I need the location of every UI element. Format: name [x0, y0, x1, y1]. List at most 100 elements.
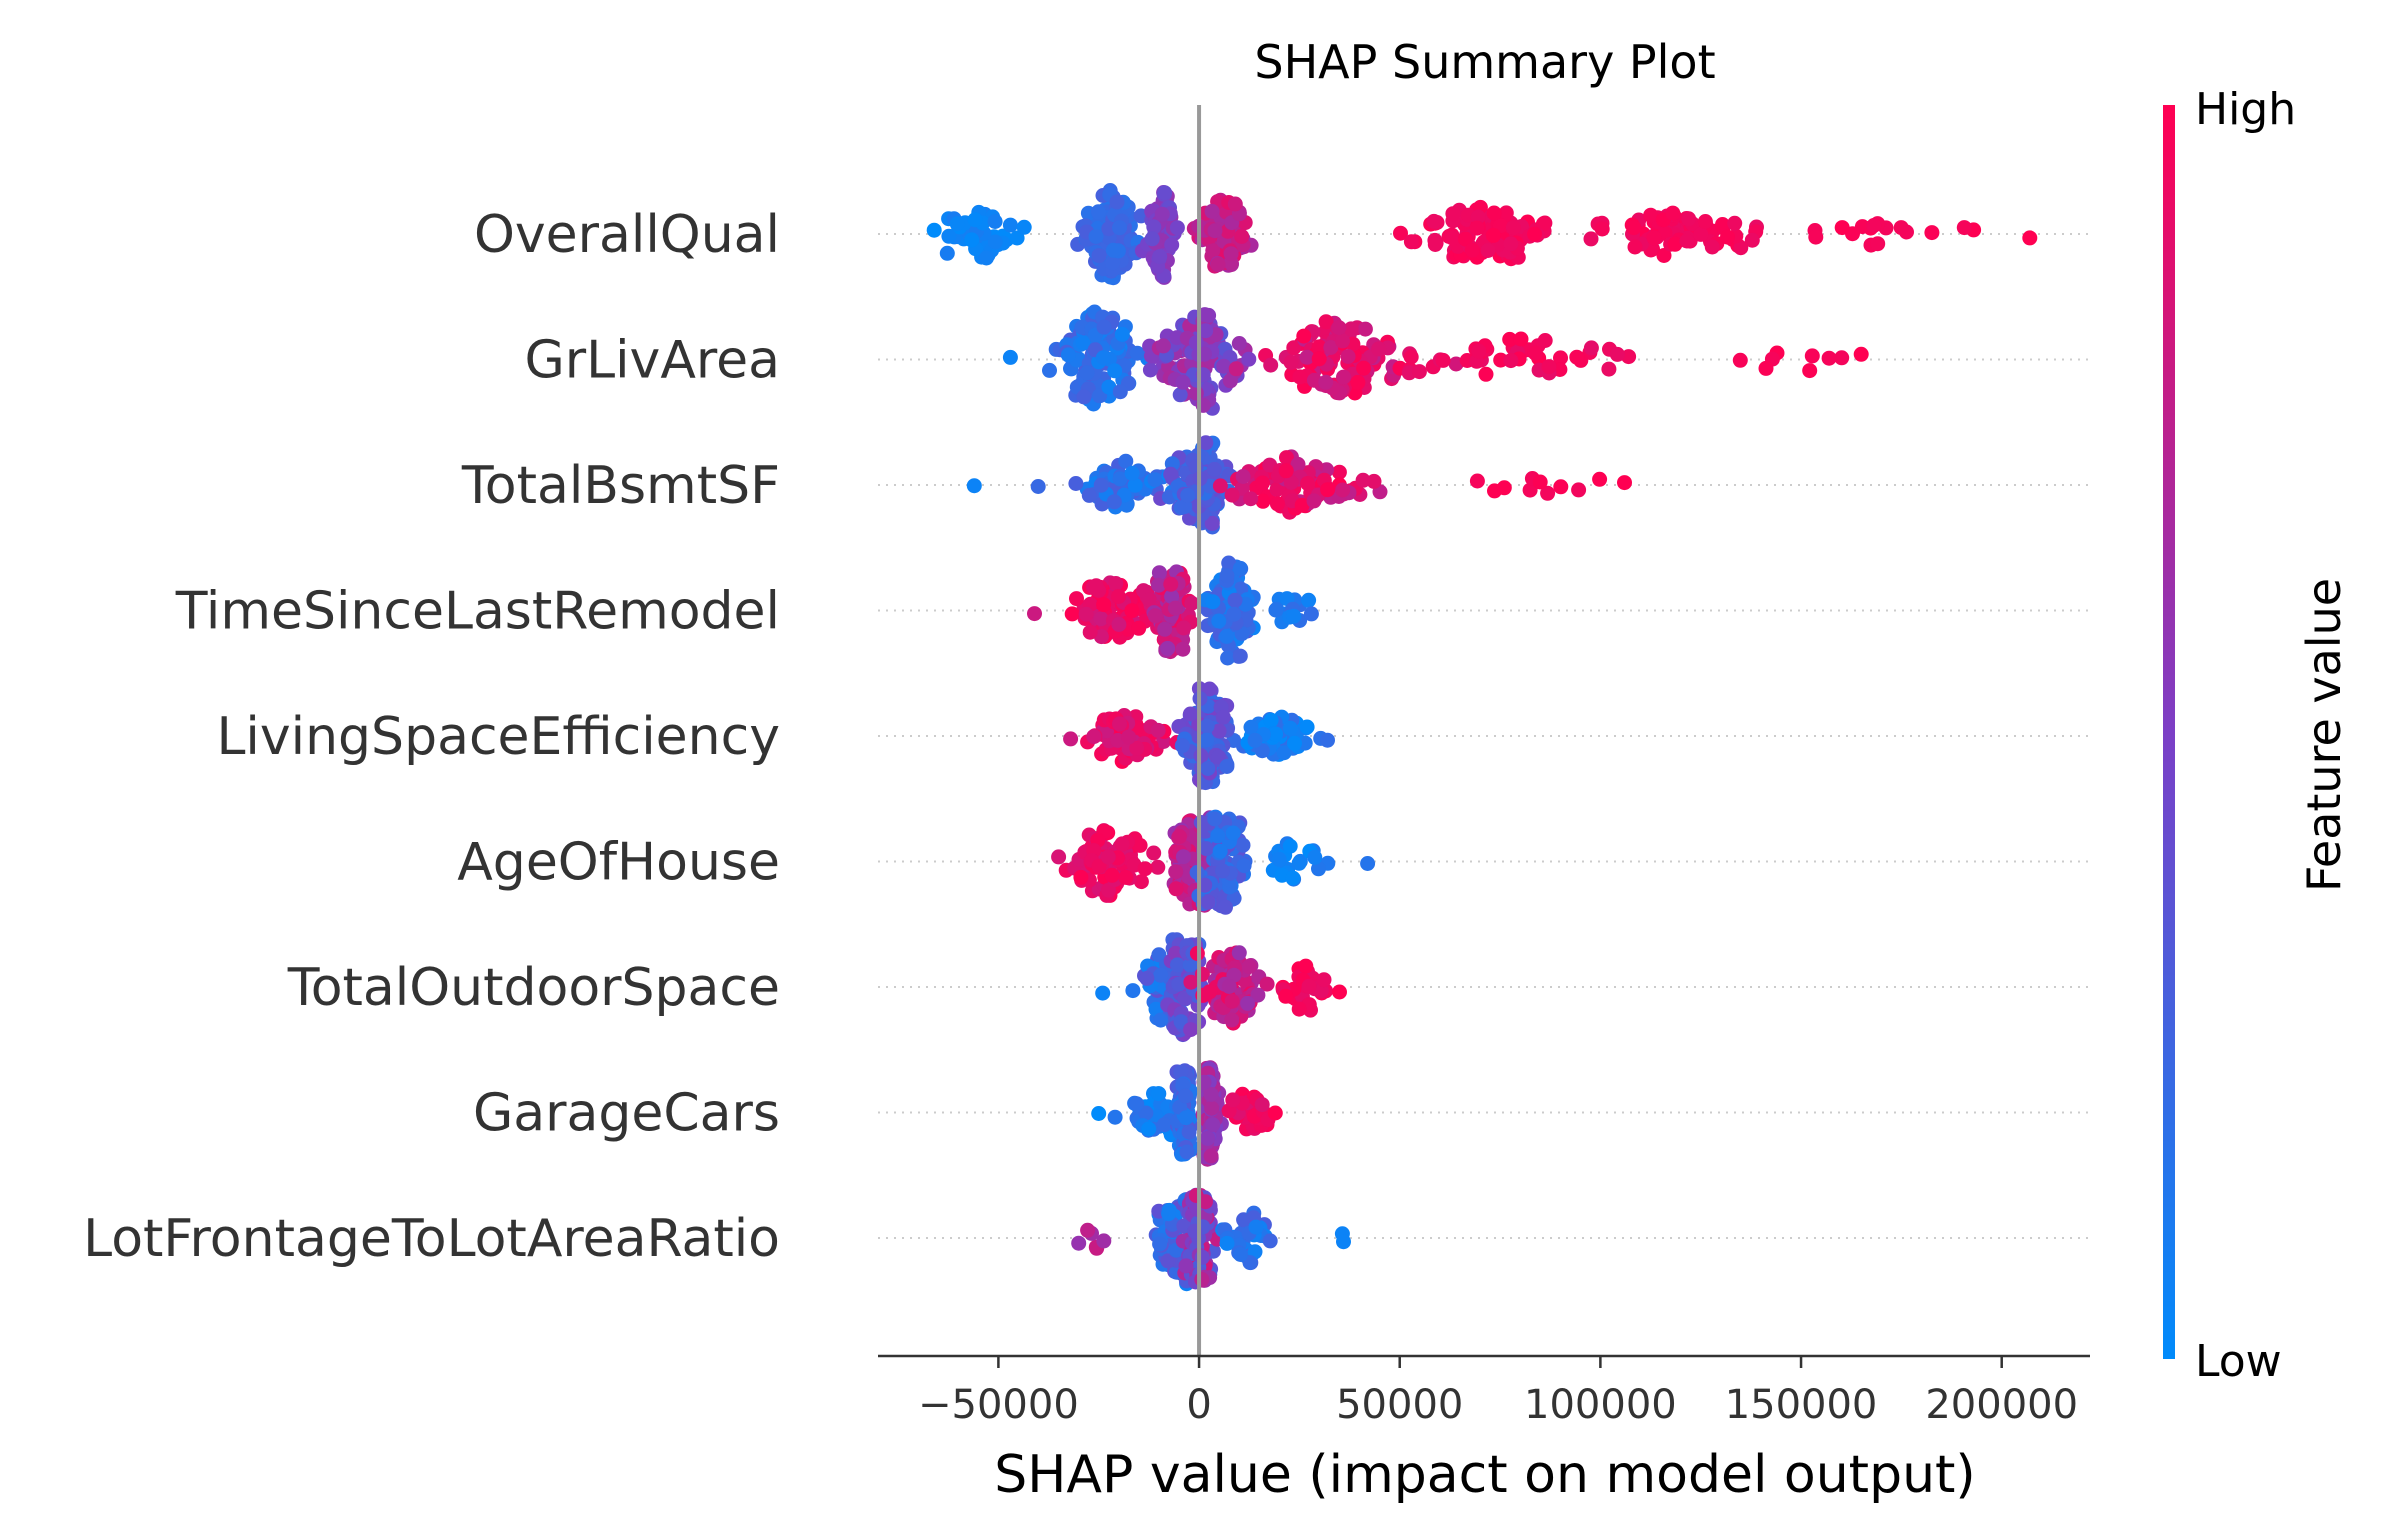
x-tick-label: 150000: [1725, 1382, 1878, 1428]
shap-point: [1445, 230, 1461, 246]
shap-point: [966, 478, 982, 494]
shap-point: [1332, 984, 1347, 1000]
shap-point: [1160, 640, 1176, 656]
shap-point: [1101, 379, 1117, 395]
shap-point: [1224, 1012, 1240, 1028]
plot-title: SHAP Summary Plot: [1254, 35, 1715, 89]
shap-point: [1445, 206, 1461, 222]
shap-point: [1216, 358, 1232, 374]
row-gridlines: [878, 233, 2090, 1239]
shap-point: [1834, 350, 1850, 366]
shap-point: [1147, 608, 1163, 624]
shap-point: [1435, 352, 1451, 368]
shap-point: [1215, 863, 1230, 879]
shap-point: [1169, 220, 1185, 236]
shap-point: [1160, 1253, 1176, 1269]
shap-point: [1173, 1064, 1189, 1080]
shap-point: [1571, 482, 1587, 498]
shap-point: [1124, 465, 1140, 481]
shap-point: [1278, 988, 1294, 1004]
x-tick-label: 50000: [1336, 1382, 1463, 1428]
shap-point: [1153, 1012, 1169, 1028]
shap-point: [1536, 216, 1551, 232]
shap-point: [1679, 233, 1695, 249]
shap-point: [1179, 1144, 1195, 1160]
x-tick-label: 200000: [1925, 1382, 2078, 1428]
shap-point: [1240, 995, 1256, 1011]
shap-point: [1656, 248, 1672, 263]
shap-point: [1646, 230, 1662, 246]
shap-point: [1080, 1222, 1096, 1238]
shap-point: [1133, 874, 1149, 890]
x-tick-label: −50000: [918, 1382, 1079, 1428]
shap-point: [1183, 1022, 1199, 1038]
shap-point: [1051, 849, 1067, 865]
shap-point: [1107, 363, 1123, 379]
shap-point: [1480, 243, 1496, 258]
shap-point: [1101, 221, 1117, 237]
shap-point: [1300, 476, 1316, 491]
shap-point: [1151, 577, 1166, 593]
shap-point: [1231, 945, 1247, 961]
shap-point: [1621, 349, 1637, 365]
shap-point: [1235, 837, 1251, 853]
shap-point: [1287, 735, 1302, 751]
shap-point: [1224, 993, 1240, 1009]
shap-point: [1064, 606, 1080, 622]
shap-point: [1298, 958, 1314, 974]
shap-point: [1163, 576, 1179, 592]
shap-point: [1104, 867, 1120, 883]
shap-point: [1469, 473, 1485, 489]
shap-point: [1141, 1121, 1157, 1137]
shap-point: [1356, 360, 1372, 376]
shap-point: [1016, 219, 1032, 235]
shap-point: [1291, 1001, 1307, 1017]
shap-point: [1078, 606, 1094, 622]
shap-point: [1204, 515, 1220, 531]
shap-point: [1311, 339, 1327, 355]
shap-point: [1537, 333, 1553, 348]
shap-point: [1219, 628, 1235, 644]
shap-point: [1210, 828, 1226, 844]
shap-point: [1146, 845, 1162, 861]
shap-point: [1282, 720, 1298, 736]
shap-point: [1199, 718, 1215, 734]
shap-point: [1150, 722, 1166, 738]
shap-point: [1464, 242, 1480, 258]
shap-point: [1485, 227, 1501, 243]
shap-point: [1223, 246, 1239, 262]
shap-point: [1188, 385, 1204, 401]
shap-point: [1583, 340, 1599, 356]
shap-point: [1505, 220, 1521, 236]
shap-point: [967, 212, 983, 228]
shap-point: [1693, 226, 1709, 242]
shap-point: [1168, 945, 1184, 961]
shap-point: [1157, 185, 1173, 201]
shap-point: [1141, 592, 1157, 608]
shap-point: [1180, 487, 1196, 503]
shap-point: [1105, 242, 1121, 258]
feature-label: TotalBsmtSF: [461, 456, 780, 516]
shap-point: [1715, 217, 1730, 232]
shap-point: [1727, 215, 1743, 231]
shap-point: [1069, 591, 1084, 607]
shap-point: [1205, 243, 1221, 259]
shap-point: [1002, 349, 1018, 365]
shap-point: [1733, 240, 1749, 256]
shap-point: [1758, 360, 1774, 376]
shap-point: [1458, 231, 1473, 247]
shap-point: [1469, 220, 1485, 236]
shap-point: [1172, 387, 1188, 403]
shap-point: [987, 234, 1003, 250]
shap-point: [1318, 314, 1334, 330]
shap-point: [1360, 856, 1376, 871]
shap-point: [1241, 351, 1257, 367]
shap-point: [1112, 471, 1128, 487]
shap-point: [1248, 1219, 1264, 1235]
shap-point: [1093, 477, 1109, 493]
colorbar: [2163, 105, 2175, 1359]
shap-point: [1286, 340, 1302, 356]
shap-point: [1250, 987, 1266, 1003]
shap-point: [1147, 472, 1163, 488]
shap-point: [1088, 578, 1104, 594]
